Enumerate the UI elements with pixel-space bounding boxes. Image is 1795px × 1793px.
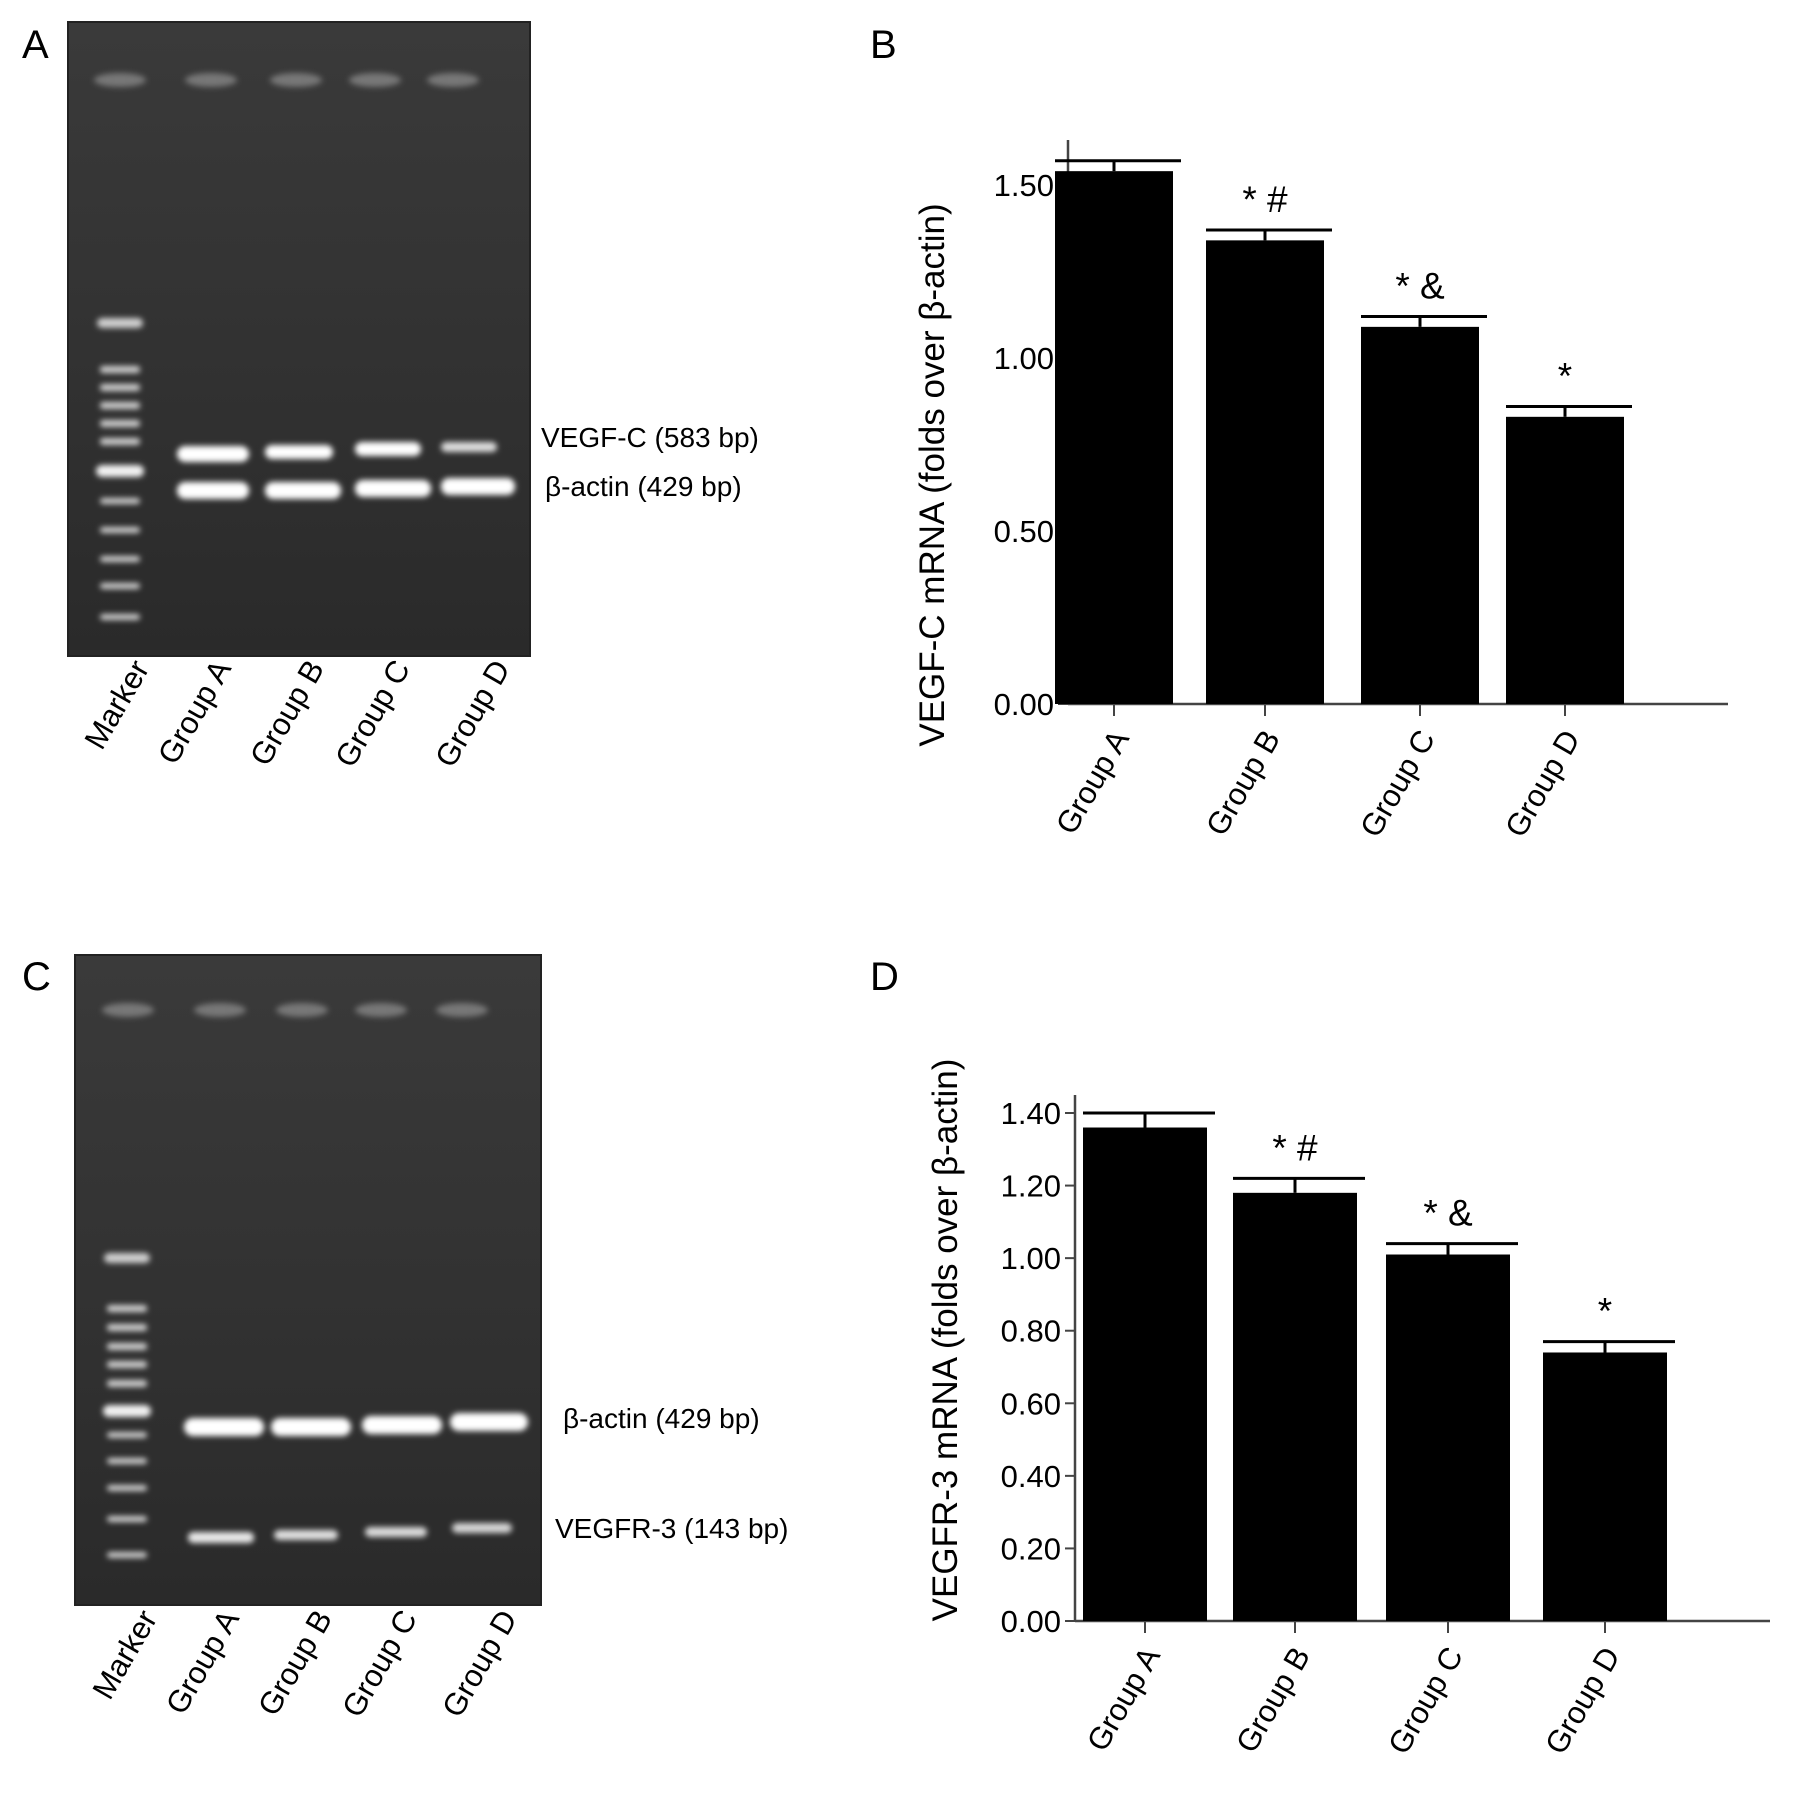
x-tick-label: Group D — [1498, 724, 1587, 843]
significance-marker: * & — [1395, 265, 1445, 306]
lane-label-group-a: Group A — [151, 654, 238, 770]
panel-a: A — [22, 21, 759, 773]
y-tick-label: 0.20 — [1001, 1531, 1061, 1566]
panel-d: D VEGFR-3 mRNA (folds over β-actin) 0.00… — [870, 955, 1770, 1760]
bar — [1386, 1254, 1510, 1621]
y-tick-label: 0.60 — [1001, 1386, 1061, 1421]
x-tick-label: Group C — [1353, 724, 1442, 843]
lane-label-marker: Marker — [78, 654, 157, 755]
y-tick-label: 1.00 — [1001, 1241, 1061, 1276]
gel-image-a — [67, 21, 531, 657]
band-label-vegf-c: VEGF-C (583 bp) — [541, 422, 759, 453]
panel-letter-b: B — [870, 23, 897, 67]
bar — [1055, 171, 1173, 704]
significance-marker: * — [1558, 355, 1572, 396]
band-label-vegfr-3: VEGFR-3 (143 bp) — [555, 1513, 788, 1544]
significance-marker: * — [1598, 1291, 1612, 1332]
gel-image-c — [74, 954, 542, 1606]
bar — [1233, 1192, 1357, 1621]
lane-label-group-d-c: Group D — [435, 1604, 524, 1723]
y-tick-label: 0.00 — [1001, 1604, 1061, 1639]
lane-label-group-c: Group C — [328, 654, 417, 773]
x-tick-label: Group B — [1199, 724, 1287, 841]
bar — [1506, 416, 1624, 704]
significance-marker: * # — [1242, 179, 1288, 220]
y-tick-label: 0.40 — [1001, 1459, 1061, 1494]
lane-label-group-a-c: Group A — [159, 1604, 246, 1720]
x-tick-label: Group A — [1049, 724, 1136, 840]
panel-c: C — [22, 954, 788, 1723]
lane-label-group-d: Group D — [428, 654, 517, 773]
band-label-beta-actin-c: β-actin (429 bp) — [563, 1403, 760, 1434]
x-tick-label: Group B — [1229, 1641, 1317, 1758]
lane-label-group-b-c: Group B — [251, 1604, 339, 1721]
y-tick-label: 1.40 — [1001, 1096, 1061, 1131]
lane-label-marker-c: Marker — [86, 1604, 165, 1705]
bar — [1361, 326, 1479, 704]
significance-marker: * & — [1423, 1193, 1473, 1234]
bar — [1083, 1127, 1207, 1621]
y-tick-label: 1.20 — [1001, 1169, 1061, 1204]
y-tick-label: 1.00 — [994, 341, 1054, 376]
y-axis-label: VEGFR-3 mRNA (folds over β-actin) — [926, 1059, 965, 1622]
panel-b: B VEGF-C mRNA (folds over β-actin) 0.00 0… — [870, 23, 1728, 843]
x-tick-label: Group C — [1381, 1641, 1470, 1760]
band-label-beta-actin: β-actin (429 bp) — [545, 471, 742, 502]
x-tick-label: Group A — [1080, 1641, 1167, 1757]
panel-letter-d: D — [870, 955, 899, 999]
panel-letter-c: C — [22, 955, 51, 999]
y-tick-label: 0.50 — [994, 514, 1054, 549]
bar — [1206, 240, 1324, 705]
y-axis-label: VEGF-C mRNA (folds over β-actin) — [913, 203, 952, 746]
x-tick-label: Group D — [1538, 1641, 1627, 1760]
bar-chart-vegfr-3: VEGFR-3 mRNA (folds over β-actin) 0.00 0.… — [926, 1059, 1770, 1760]
significance-marker: * # — [1272, 1127, 1318, 1168]
y-tick-label: 0.80 — [1001, 1314, 1061, 1349]
lane-label-group-c-c: Group C — [335, 1604, 424, 1723]
bar-chart-vegf-c: VEGF-C mRNA (folds over β-actin) 0.00 0.5… — [913, 140, 1728, 843]
lane-label-group-b: Group B — [243, 654, 331, 771]
panel-letter-a: A — [22, 23, 49, 67]
y-tick-label: 1.50 — [994, 168, 1054, 203]
bar — [1543, 1352, 1667, 1621]
y-tick-label: 0.00 — [994, 687, 1054, 722]
